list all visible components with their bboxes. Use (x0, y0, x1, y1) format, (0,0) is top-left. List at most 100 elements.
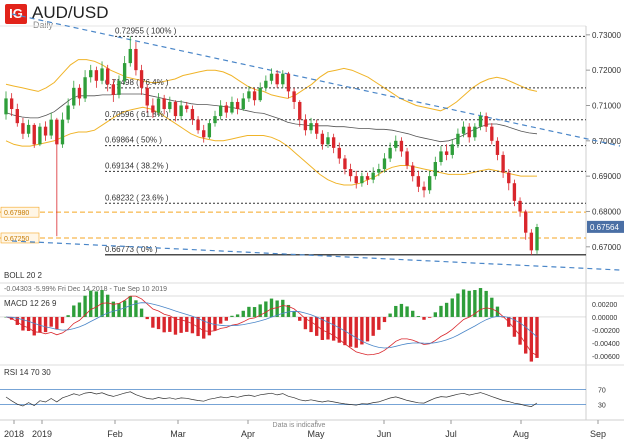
candle-body (66, 105, 70, 120)
macd-histogram-bar (43, 316, 48, 333)
x-tick-label-2: Feb (107, 429, 123, 439)
macd-histogram-bar (72, 305, 76, 317)
macd-histogram-bar (456, 293, 460, 317)
macd-histogram-bar (89, 290, 93, 317)
candle-body (450, 144, 454, 155)
candle-body (343, 158, 347, 170)
x-tick-label-5: May (307, 429, 325, 439)
hline-tag-bg-0 (0, 206, 40, 218)
macd-histogram-bar (337, 316, 341, 343)
x-tick-label-3: Mar (170, 429, 186, 439)
candle-body (21, 123, 25, 134)
macd-histogram-bar (371, 316, 375, 336)
macd-histogram-bar (15, 316, 19, 325)
candle-body (173, 101, 178, 117)
macd-histogram-bar (168, 316, 172, 332)
macd-histogram-bar (473, 290, 477, 317)
hline-tag-0: 0.67980 (4, 210, 29, 217)
macd-histogram-bar (535, 316, 539, 358)
macd-histogram-bar (433, 312, 437, 317)
macd-histogram-bar (106, 294, 110, 317)
candle-body (185, 105, 189, 110)
macd-histogram-bar (298, 316, 302, 321)
macd-histogram-bar (439, 305, 443, 317)
candle-body (235, 101, 240, 110)
y-tick-label-3: 0.70000 (592, 137, 621, 146)
x-tick-label-7: Jul (445, 429, 457, 439)
macd-histogram-bar (230, 315, 234, 317)
candle-body (507, 172, 511, 184)
candle-body (478, 116, 483, 127)
x-tick-label-6: Jun (377, 429, 392, 439)
current-price-tag-bg (587, 220, 624, 233)
macd-histogram-bar (461, 289, 466, 317)
candle-body (179, 105, 183, 117)
macd-histogram-bar (377, 316, 381, 330)
fib-label-0: 0.72955 ( 100% ) (115, 26, 177, 35)
macd-histogram-bar (422, 316, 426, 320)
candle-body (444, 151, 449, 155)
rsi-tick-1: 30 (598, 403, 606, 410)
candle-body (156, 98, 161, 113)
macd-histogram-bar (450, 298, 454, 317)
candle-body (258, 87, 262, 101)
macd-histogram-bar (309, 316, 313, 333)
macd-histogram-bar (241, 310, 245, 317)
candle-body (89, 70, 93, 78)
boll-lower-band (5, 106, 537, 186)
macd-histogram-bar (292, 311, 296, 317)
macd-tick-2: -0.00200 (592, 328, 620, 335)
macd-histogram-bar (258, 304, 262, 317)
candle-body (495, 140, 500, 155)
candle-body (456, 133, 460, 145)
candle-body (467, 126, 471, 138)
candle-body (55, 119, 59, 145)
macd-histogram-bar (151, 316, 155, 328)
candle-body (77, 87, 82, 99)
candle-body (326, 137, 330, 145)
candle-body (439, 151, 443, 163)
macd-histogram-bar (60, 316, 65, 324)
candle-body (151, 105, 155, 113)
candle-body (145, 87, 149, 106)
candle-body (298, 101, 302, 120)
boll-indicator-label: BOLL 20 2 (4, 271, 43, 280)
macd-histogram-bar (32, 316, 36, 336)
fib-label-1: 0.71498 ( 76.4% ) (105, 78, 169, 87)
macd-histogram-bar (111, 301, 116, 317)
macd-histogram-bar (331, 316, 336, 341)
candle-body (388, 147, 392, 159)
candle-body (275, 73, 279, 85)
hline-tag-1: 0.67250 (4, 236, 29, 243)
y-tick-label-2: 0.71000 (592, 101, 621, 110)
candle-body (416, 176, 421, 187)
macd-histogram-bar (388, 313, 392, 317)
candle-body (281, 73, 285, 85)
macd-histogram-bar (139, 308, 144, 317)
candle-body (252, 91, 257, 101)
candle-body (83, 77, 87, 99)
candle-body (394, 140, 398, 148)
macd-histogram-bar (320, 316, 325, 340)
macd-tick-0: 0.00200 (592, 302, 617, 309)
fib-label-4: 0.69134 ( 38.2% ) (105, 161, 169, 170)
macd-histogram-bar (55, 316, 59, 329)
macd-histogram-bar (247, 306, 251, 317)
candle-body (411, 165, 415, 177)
macd-histogram-bar (185, 316, 189, 332)
rsi-line (5, 391, 538, 407)
macd-histogram-bar (38, 316, 42, 333)
candle-body (512, 183, 517, 201)
candle-body (490, 126, 494, 141)
macd-histogram-bar (235, 314, 240, 317)
candle-body (213, 116, 217, 124)
macd-histogram-bar (213, 316, 217, 331)
candle-body (461, 126, 466, 134)
timeframe-label: Daily (33, 20, 54, 30)
candle-body (190, 109, 195, 120)
macd-histogram-bar (202, 316, 206, 339)
macd-histogram-bar (484, 290, 488, 317)
candle-body (484, 116, 488, 127)
candle-body (433, 162, 437, 177)
